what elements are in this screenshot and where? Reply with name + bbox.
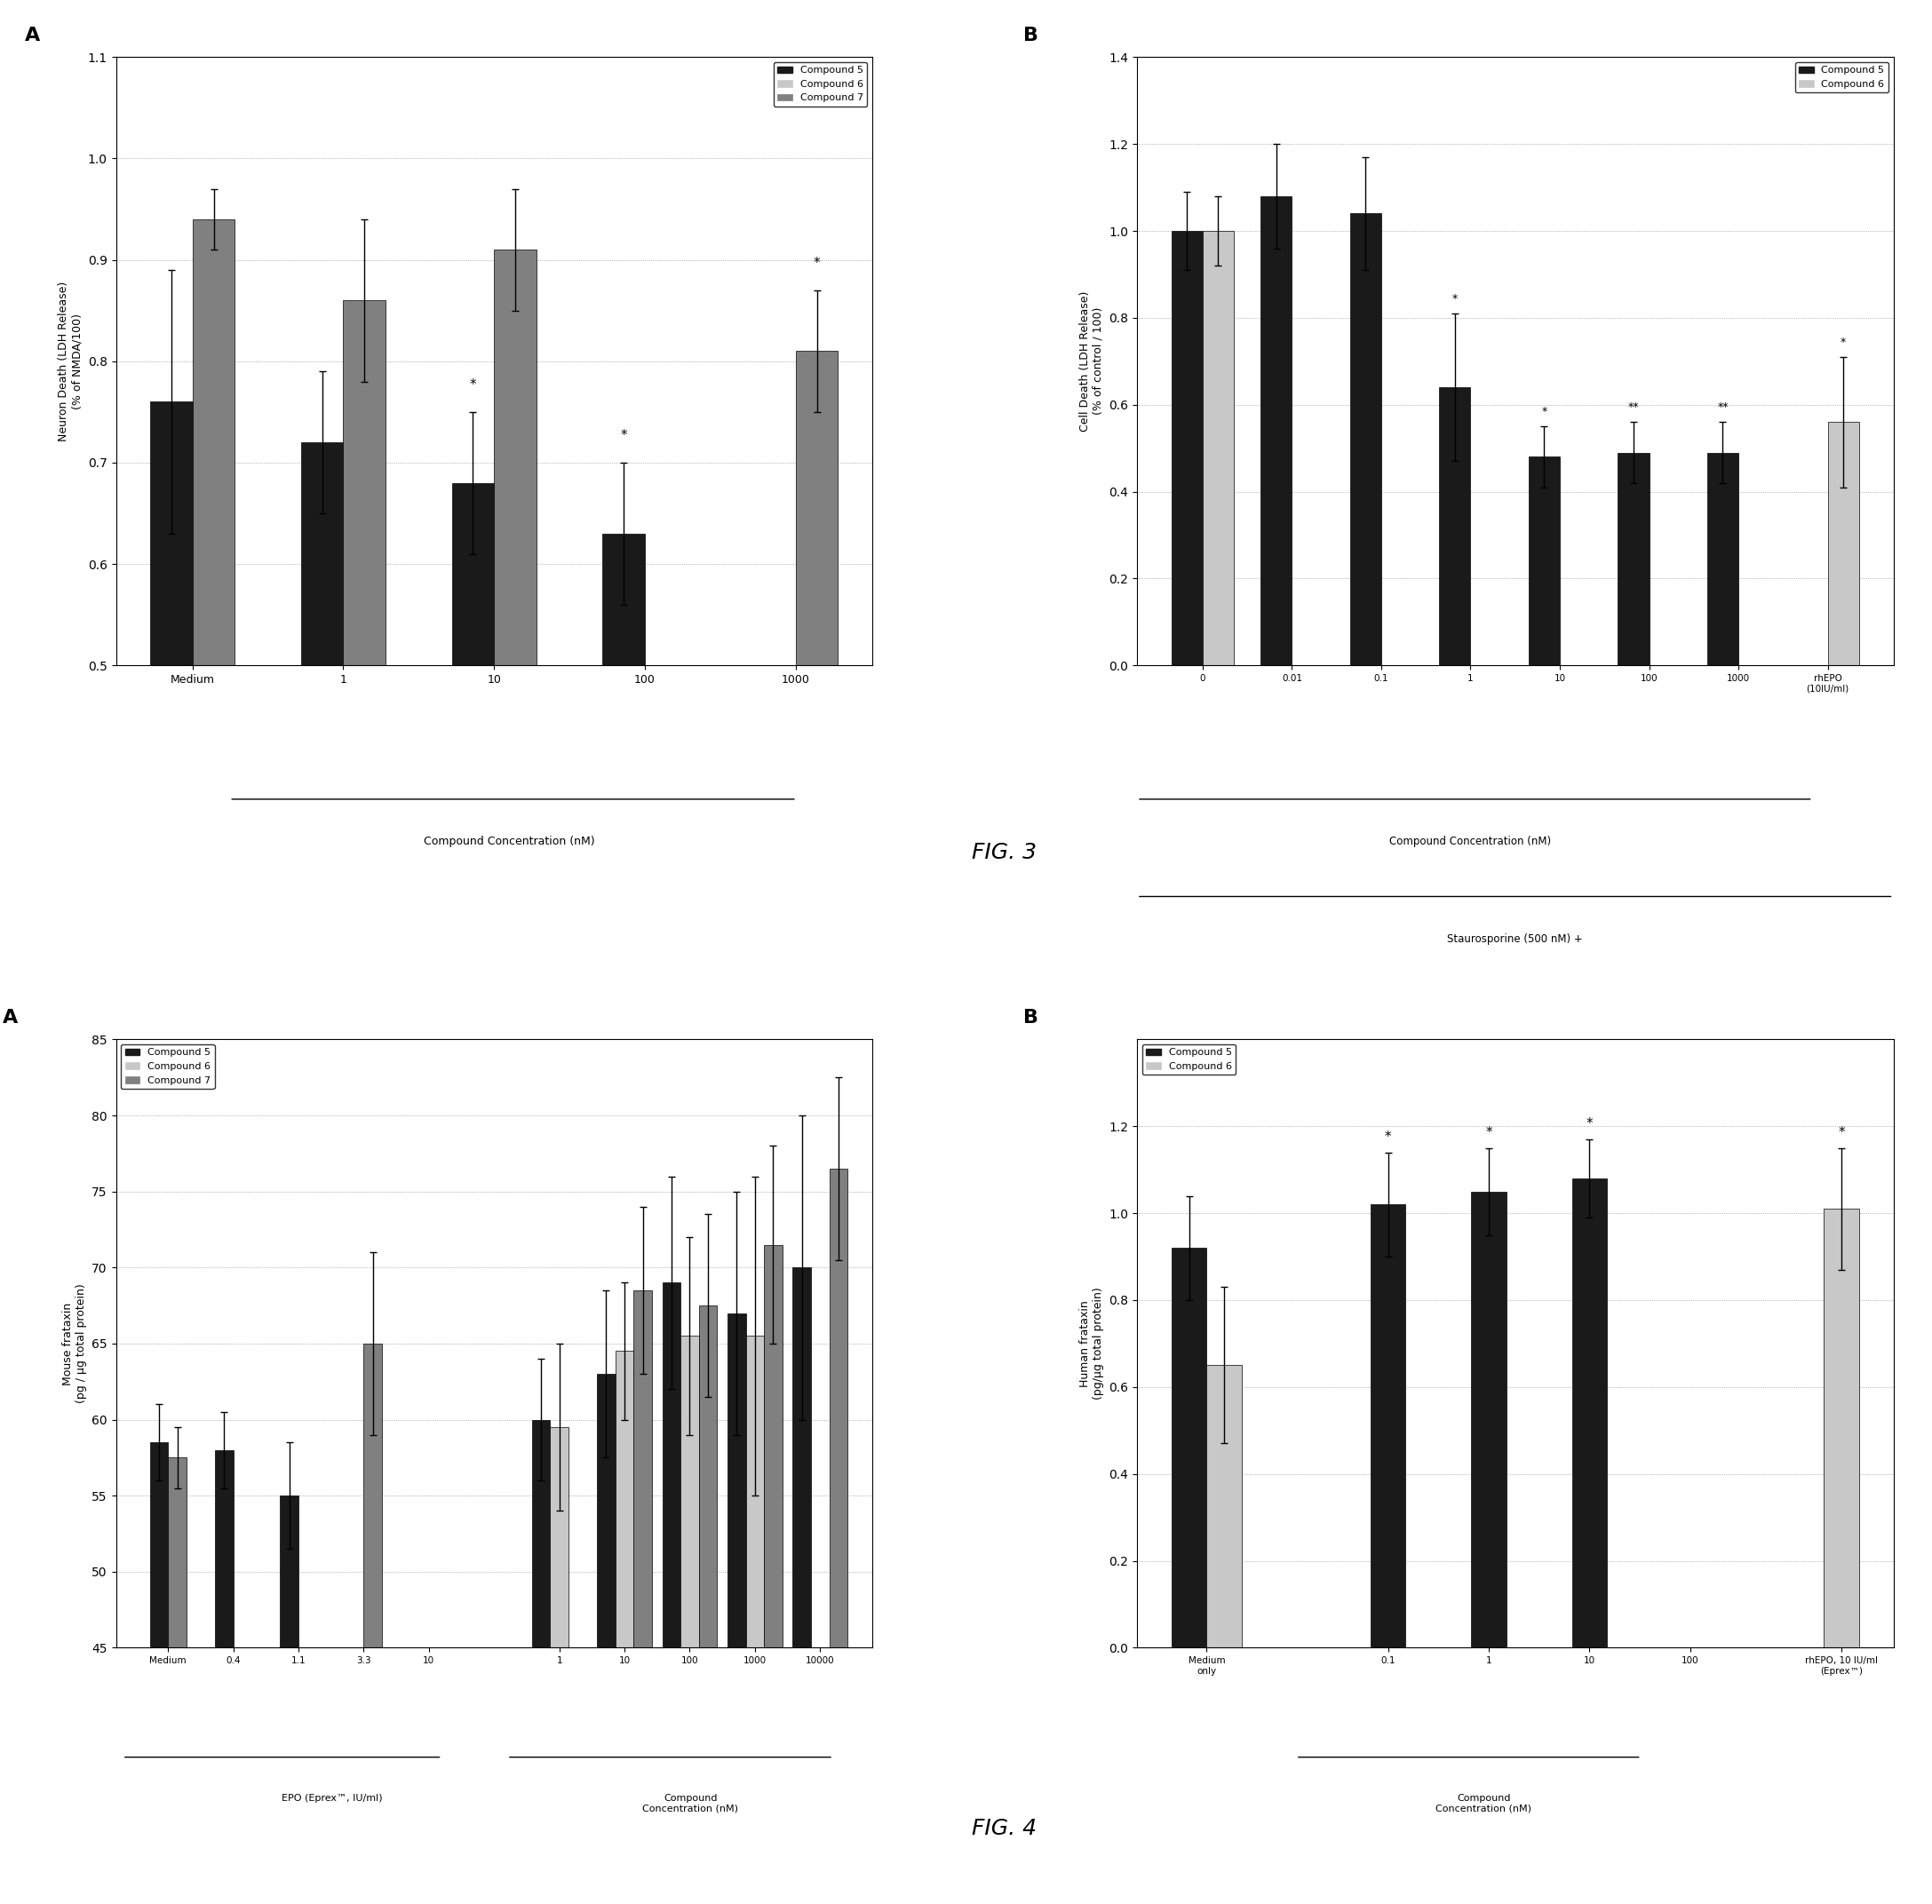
Bar	[495, 249, 537, 1173]
Bar	[699, 1306, 717, 1904]
Bar	[301, 442, 344, 1173]
Text: FIG. 3: FIG. 3	[972, 842, 1037, 863]
Text: FIG. 4: FIG. 4	[972, 1818, 1037, 1839]
Bar	[796, 350, 838, 1173]
Bar	[193, 219, 236, 1173]
Text: *: *	[1841, 337, 1847, 348]
Bar	[1573, 1179, 1607, 1647]
Text: Compound
Concentration (nM): Compound Concentration (nM)	[643, 1794, 738, 1813]
Text: **: **	[1718, 402, 1729, 413]
Text: *: *	[1385, 1131, 1391, 1144]
Text: *: *	[1837, 1125, 1845, 1139]
Bar	[1262, 196, 1293, 664]
Bar	[1828, 423, 1859, 664]
Text: Compound
Concentration (nM): Compound Concentration (nM)	[1435, 1794, 1532, 1813]
Bar	[1208, 1365, 1242, 1647]
Bar	[1350, 213, 1381, 664]
Text: Staurosporine (500 nM) +: Staurosporine (500 nM) +	[1447, 933, 1582, 944]
Bar	[1824, 1209, 1859, 1647]
Bar	[344, 301, 386, 1173]
Y-axis label: Human frataxin
(pg/μg total protein): Human frataxin (pg/μg total protein)	[1078, 1287, 1103, 1399]
Bar	[151, 1443, 168, 1904]
Text: *: *	[1486, 1125, 1492, 1139]
Bar	[551, 1428, 568, 1904]
Bar	[1202, 230, 1235, 664]
Bar	[1439, 387, 1470, 664]
Bar	[829, 1169, 848, 1904]
Bar	[616, 1352, 634, 1904]
Text: B: B	[1024, 1009, 1039, 1026]
Legend: Compound 5, Compound 6: Compound 5, Compound 6	[1142, 1045, 1236, 1076]
Bar	[531, 1420, 551, 1904]
Text: *: *	[1586, 1118, 1592, 1131]
Text: *: *	[620, 428, 628, 442]
Text: Compound Concentration (nM): Compound Concentration (nM)	[1389, 836, 1551, 847]
Bar	[452, 484, 495, 1173]
Bar	[1708, 453, 1739, 664]
Y-axis label: Mouse frataxin
(pg / μg total protein): Mouse frataxin (pg / μg total protein)	[62, 1283, 87, 1403]
Bar	[597, 1375, 616, 1904]
Text: *: *	[1542, 406, 1548, 417]
Bar	[763, 1245, 782, 1904]
Text: **: **	[1629, 402, 1638, 413]
Legend: Compound 5, Compound 6, Compound 7: Compound 5, Compound 6, Compound 7	[773, 63, 867, 107]
Text: EPO (Eprex™, IU/ml): EPO (Eprex™, IU/ml)	[282, 1794, 383, 1803]
Bar	[680, 1337, 699, 1904]
Bar	[792, 1268, 811, 1904]
Bar	[728, 1314, 746, 1904]
Text: *: *	[813, 257, 821, 270]
Legend: Compound 5, Compound 6, Compound 7: Compound 5, Compound 6, Compound 7	[122, 1045, 214, 1089]
Bar	[1171, 1247, 1208, 1647]
Bar	[363, 1344, 383, 1904]
Text: Compound Concentration (nM): Compound Concentration (nM)	[423, 836, 595, 847]
Y-axis label: Neuron Death (LDH Release)
(% of NMDA/100): Neuron Death (LDH Release) (% of NMDA/10…	[58, 282, 83, 442]
Y-axis label: Cell Death (LDH Release)
(% of control / 100): Cell Death (LDH Release) (% of control /…	[1078, 291, 1103, 432]
Bar	[214, 1451, 234, 1904]
Bar	[603, 533, 645, 1173]
Legend: Compound 5, Compound 6: Compound 5, Compound 6	[1795, 63, 1888, 93]
Text: A: A	[2, 1009, 17, 1026]
Bar	[280, 1497, 298, 1904]
Bar	[1171, 230, 1202, 664]
Bar	[1470, 1192, 1507, 1647]
Text: *: *	[1453, 293, 1457, 305]
Text: *: *	[469, 379, 477, 392]
Bar	[151, 402, 193, 1173]
Bar	[1617, 453, 1650, 664]
Bar	[634, 1291, 651, 1904]
Bar	[663, 1283, 680, 1904]
Bar	[168, 1458, 185, 1904]
Text: B: B	[1024, 27, 1039, 44]
Text: A: A	[25, 27, 41, 44]
Bar	[1528, 457, 1559, 664]
Bar	[1370, 1205, 1406, 1647]
Bar	[746, 1337, 763, 1904]
